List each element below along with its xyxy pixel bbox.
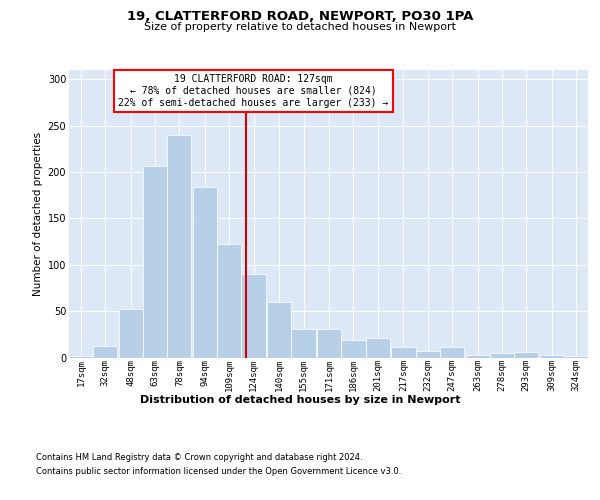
Bar (241, 274, 266, 357)
Bar (193, 187, 217, 358)
Bar (440, 348, 464, 358)
Bar (391, 348, 416, 358)
Bar (539, 354, 564, 358)
Bar (514, 352, 538, 358)
Text: 19, CLATTERFORD ROAD, NEWPORT, PO30 1PA: 19, CLATTERFORD ROAD, NEWPORT, PO30 1PA (127, 10, 473, 23)
Bar (143, 166, 167, 358)
Text: Distribution of detached houses by size in Newport: Distribution of detached houses by size … (140, 395, 460, 405)
Text: Contains HM Land Registry data © Crown copyright and database right 2024.: Contains HM Land Registry data © Crown c… (36, 452, 362, 462)
Bar (267, 302, 292, 358)
Bar (341, 340, 365, 357)
Text: Contains public sector information licensed under the Open Government Licence v3: Contains public sector information licen… (36, 468, 401, 476)
Bar (93, 346, 118, 358)
Bar (365, 338, 390, 357)
Bar (490, 353, 514, 358)
Bar (69, 356, 93, 358)
Bar (292, 329, 316, 358)
Y-axis label: Number of detached properties: Number of detached properties (34, 132, 43, 296)
Bar (217, 244, 241, 358)
Bar (119, 310, 143, 358)
Bar (416, 351, 440, 358)
Bar (167, 135, 191, 358)
Text: 19 CLATTERFORD ROAD: 127sqm
← 78% of detached houses are smaller (824)
22% of se: 19 CLATTERFORD ROAD: 127sqm ← 78% of det… (118, 74, 388, 108)
Bar (317, 329, 341, 358)
Bar (466, 354, 490, 358)
Text: Size of property relative to detached houses in Newport: Size of property relative to detached ho… (144, 22, 456, 32)
Bar (564, 356, 588, 358)
